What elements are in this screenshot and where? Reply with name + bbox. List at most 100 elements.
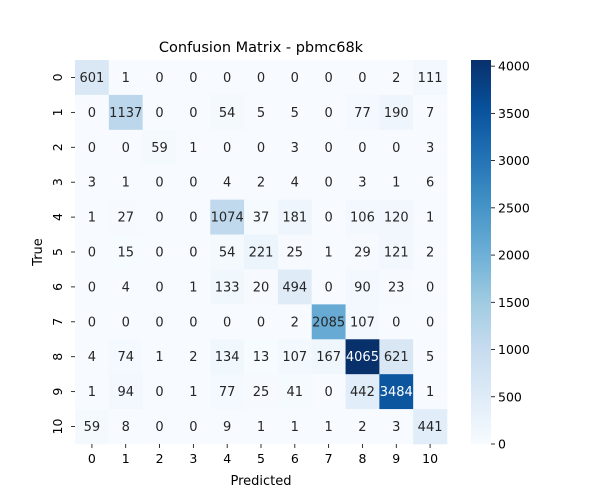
heatmap-cell — [75, 129, 110, 166]
cell-value-label: 0 — [88, 106, 96, 121]
cell-value-label: 0 — [223, 141, 231, 156]
heatmap-cell — [108, 164, 143, 200]
heatmap-cell — [210, 199, 245, 235]
heatmap-cell — [311, 339, 346, 375]
cell-value-label: 1137 — [109, 106, 142, 121]
heatmap-cell — [176, 339, 211, 375]
heatmap-cell — [108, 129, 143, 166]
cell-value-label: 0 — [392, 315, 400, 330]
colorbar-tick-label: 1000 — [498, 342, 530, 357]
cell-value-label: 133 — [215, 280, 240, 295]
cell-value-label: 494 — [282, 280, 307, 295]
x-tick-label: 6 — [291, 451, 299, 466]
cell-value-label: 4 — [291, 176, 299, 191]
heatmap-cell — [379, 339, 414, 375]
cell-value-label: 0 — [122, 141, 130, 156]
cell-value-label: 4 — [88, 350, 96, 365]
cell-value-label: 441 — [418, 420, 443, 435]
cell-value-label: 1 — [122, 71, 130, 86]
heatmap-cell — [108, 234, 143, 270]
heatmap-cell — [413, 129, 448, 166]
heatmap-cell — [108, 94, 143, 131]
heatmap-cell — [108, 374, 143, 410]
cell-value-label: 0 — [426, 315, 434, 330]
cell-value-label: 0 — [358, 141, 366, 156]
x-tick-label: 4 — [223, 451, 231, 466]
y-tick-label: 4 — [50, 213, 65, 221]
heatmap-cell — [311, 304, 346, 340]
x-tick-label: 7 — [325, 451, 333, 466]
cell-value-label: 221 — [249, 246, 274, 261]
heatmap-cell — [345, 409, 380, 445]
heatmap-cell — [244, 304, 279, 340]
cell-value-label: 25 — [253, 385, 270, 400]
cell-value-label: 121 — [384, 246, 409, 261]
cell-value-label: 41 — [287, 385, 304, 400]
heatmap-cell — [244, 269, 279, 305]
cell-value-label: 1 — [155, 350, 163, 365]
cell-value-label: 0 — [155, 280, 163, 295]
cell-value-label: 0 — [189, 211, 197, 226]
y-tick-label: 0 — [50, 73, 65, 81]
cell-value-label: 0 — [155, 246, 163, 261]
x-tick-label: 0 — [88, 451, 96, 466]
cell-value-label: 1 — [426, 385, 434, 400]
cell-value-label: 1 — [122, 176, 130, 191]
cell-value-label: 1074 — [211, 211, 244, 226]
heatmap-cell — [176, 409, 211, 445]
heatmap-cell — [311, 374, 346, 410]
cell-value-label: 442 — [350, 385, 375, 400]
cell-value-label: 5 — [291, 106, 299, 121]
heatmap-cell — [413, 409, 448, 445]
cell-value-label: 90 — [354, 280, 371, 295]
x-tick-label: 10 — [422, 451, 438, 466]
heatmap-cell — [345, 164, 380, 200]
cell-value-label: 0 — [358, 71, 366, 86]
heatmap-cell — [379, 409, 414, 445]
x-tick-label: 5 — [257, 451, 265, 466]
cell-value-label: 107 — [350, 315, 375, 330]
heatmap-cell — [210, 374, 245, 410]
heatmap-cell — [345, 129, 380, 166]
cell-value-label: 0 — [122, 315, 130, 330]
cell-value-label: 3 — [291, 141, 299, 156]
cell-value-label: 0 — [291, 71, 299, 86]
cell-value-label: 111 — [418, 71, 443, 86]
chart-title: Confusion Matrix - pbmc68k — [159, 40, 364, 56]
cell-value-label: 0 — [189, 315, 197, 330]
heatmap-cell — [142, 199, 177, 235]
cell-value-label: 13 — [253, 350, 270, 365]
cell-value-label: 27 — [117, 211, 134, 226]
cell-value-label: 0 — [324, 280, 332, 295]
heatmap-cell — [244, 409, 279, 445]
cell-value-label: 2 — [189, 350, 197, 365]
heatmap-cell — [176, 164, 211, 200]
heatmap-cell — [176, 94, 211, 131]
heatmap-cell — [345, 304, 380, 340]
cell-value-label: 5 — [257, 106, 265, 121]
heatmap-cell — [75, 199, 110, 235]
cell-value-label: 3 — [358, 176, 366, 191]
cell-value-label: 107 — [282, 350, 307, 365]
x-tick-label: 1 — [122, 451, 130, 466]
heatmap-cell — [142, 60, 177, 96]
cell-value-label: 0 — [189, 420, 197, 435]
cell-value-label: 0 — [155, 315, 163, 330]
cell-value-label: 1 — [88, 211, 96, 226]
cell-value-label: 54 — [219, 246, 236, 261]
heatmap-cell — [210, 339, 245, 375]
heatmap-cell — [176, 269, 211, 305]
cell-value-label: 0 — [189, 71, 197, 86]
heatmap-cell — [379, 269, 414, 305]
cell-value-label: 190 — [384, 106, 409, 121]
heatmap-cell — [75, 409, 110, 445]
y-tick-label: 3 — [50, 178, 65, 186]
cell-value-label: 77 — [354, 106, 371, 121]
cell-value-label: 0 — [88, 280, 96, 295]
cell-value-label: 1 — [189, 280, 197, 295]
y-axis-label: True — [31, 238, 46, 267]
cell-value-label: 94 — [117, 385, 134, 400]
heatmap-cell — [244, 374, 279, 410]
heatmap-cell — [142, 339, 177, 375]
